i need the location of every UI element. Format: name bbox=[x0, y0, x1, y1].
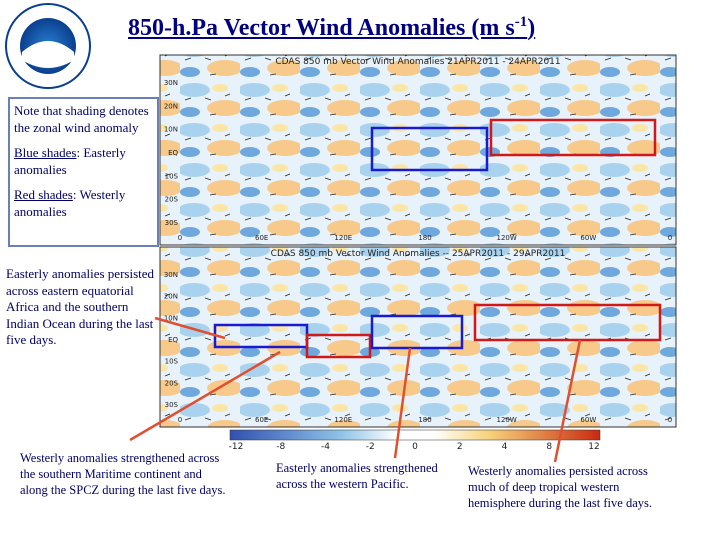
map-header: CDAS 850 mb Vector Wind Anomalies 21APR2… bbox=[275, 57, 560, 67]
colorbar bbox=[229, 429, 601, 441]
colorbar-label: -12 bbox=[229, 442, 244, 452]
arrow bbox=[129, 350, 281, 442]
map-2 bbox=[159, 246, 677, 428]
lon-label: 60W bbox=[580, 416, 596, 424]
map-1 bbox=[159, 54, 677, 246]
caption: Westerly anomalies strengthened across t… bbox=[20, 451, 226, 497]
lon-label: 60E bbox=[255, 234, 268, 242]
note-intro: Note that shading denotes the zonal wind… bbox=[14, 103, 149, 135]
lon-label: 120W bbox=[497, 416, 517, 424]
title: 850-h.Pa Vector Wind Anomalies (m s-1) bbox=[128, 14, 536, 41]
lat-label: 20S bbox=[165, 196, 179, 204]
lon-label: 0 bbox=[668, 234, 672, 242]
caption: Westerly anomalies persisted across much… bbox=[468, 464, 652, 510]
lat-label: EQ bbox=[168, 149, 178, 157]
colorbar-label: 4 bbox=[502, 442, 508, 452]
lon-label: 120E bbox=[334, 416, 352, 424]
note-blue: Blue shades: Easterly anomalies bbox=[14, 145, 126, 177]
lon-label: 0 bbox=[668, 416, 672, 424]
lat-label: EQ bbox=[168, 336, 178, 344]
lon-label: 120E bbox=[334, 234, 352, 242]
arrow bbox=[154, 316, 226, 340]
lon-label: 60W bbox=[580, 234, 596, 242]
lat-label: 20N bbox=[164, 102, 178, 110]
lon-label: 180 bbox=[418, 234, 431, 242]
lon-label: 120W bbox=[497, 234, 517, 242]
logo-bird bbox=[22, 41, 74, 68]
colorbar-label: -8 bbox=[276, 442, 285, 452]
box-westerly bbox=[305, 333, 372, 359]
lat-label: 30N bbox=[164, 271, 178, 279]
lat-label: 30S bbox=[165, 219, 179, 227]
colorbar-label: 8 bbox=[546, 442, 552, 452]
arrow bbox=[553, 339, 582, 463]
caption: Easterly anomalies persisted across east… bbox=[6, 266, 155, 347]
colorbar-label: 0 bbox=[412, 442, 418, 452]
colorbar-label: 2 bbox=[457, 442, 463, 452]
colorbar-label: -4 bbox=[321, 442, 330, 452]
lon-label: 0 bbox=[178, 234, 182, 242]
lon-label: 180 bbox=[418, 416, 431, 424]
box-westerly bbox=[473, 303, 662, 342]
colorbar-label: -2 bbox=[366, 442, 375, 452]
arrow bbox=[393, 347, 412, 459]
box-easterly bbox=[370, 126, 489, 172]
lat-label: 10S bbox=[165, 358, 179, 366]
lon-label: 60E bbox=[255, 416, 268, 424]
caption: Easterly anomalies strengthened across t… bbox=[276, 461, 438, 491]
map-header: CDAS 850 mb Vector Wind Anomalies -- 25A… bbox=[271, 249, 566, 259]
box-easterly bbox=[370, 314, 464, 350]
note-red: Red shades: Westerly anomalies bbox=[14, 187, 126, 219]
box-westerly bbox=[489, 118, 657, 157]
colorbar-label: 12 bbox=[588, 442, 599, 452]
note-box: Note that shading denotes the zonal wind… bbox=[8, 97, 159, 247]
lat-label: 10N bbox=[164, 126, 178, 134]
lat-label: 30N bbox=[164, 79, 178, 87]
lat-label: 20S bbox=[165, 379, 179, 387]
lat-label: 30S bbox=[165, 401, 179, 409]
lat-label: 10S bbox=[165, 172, 179, 180]
lat-label: 10N bbox=[164, 314, 178, 322]
lon-label: 0 bbox=[178, 416, 182, 424]
lat-label: 20N bbox=[164, 293, 178, 301]
